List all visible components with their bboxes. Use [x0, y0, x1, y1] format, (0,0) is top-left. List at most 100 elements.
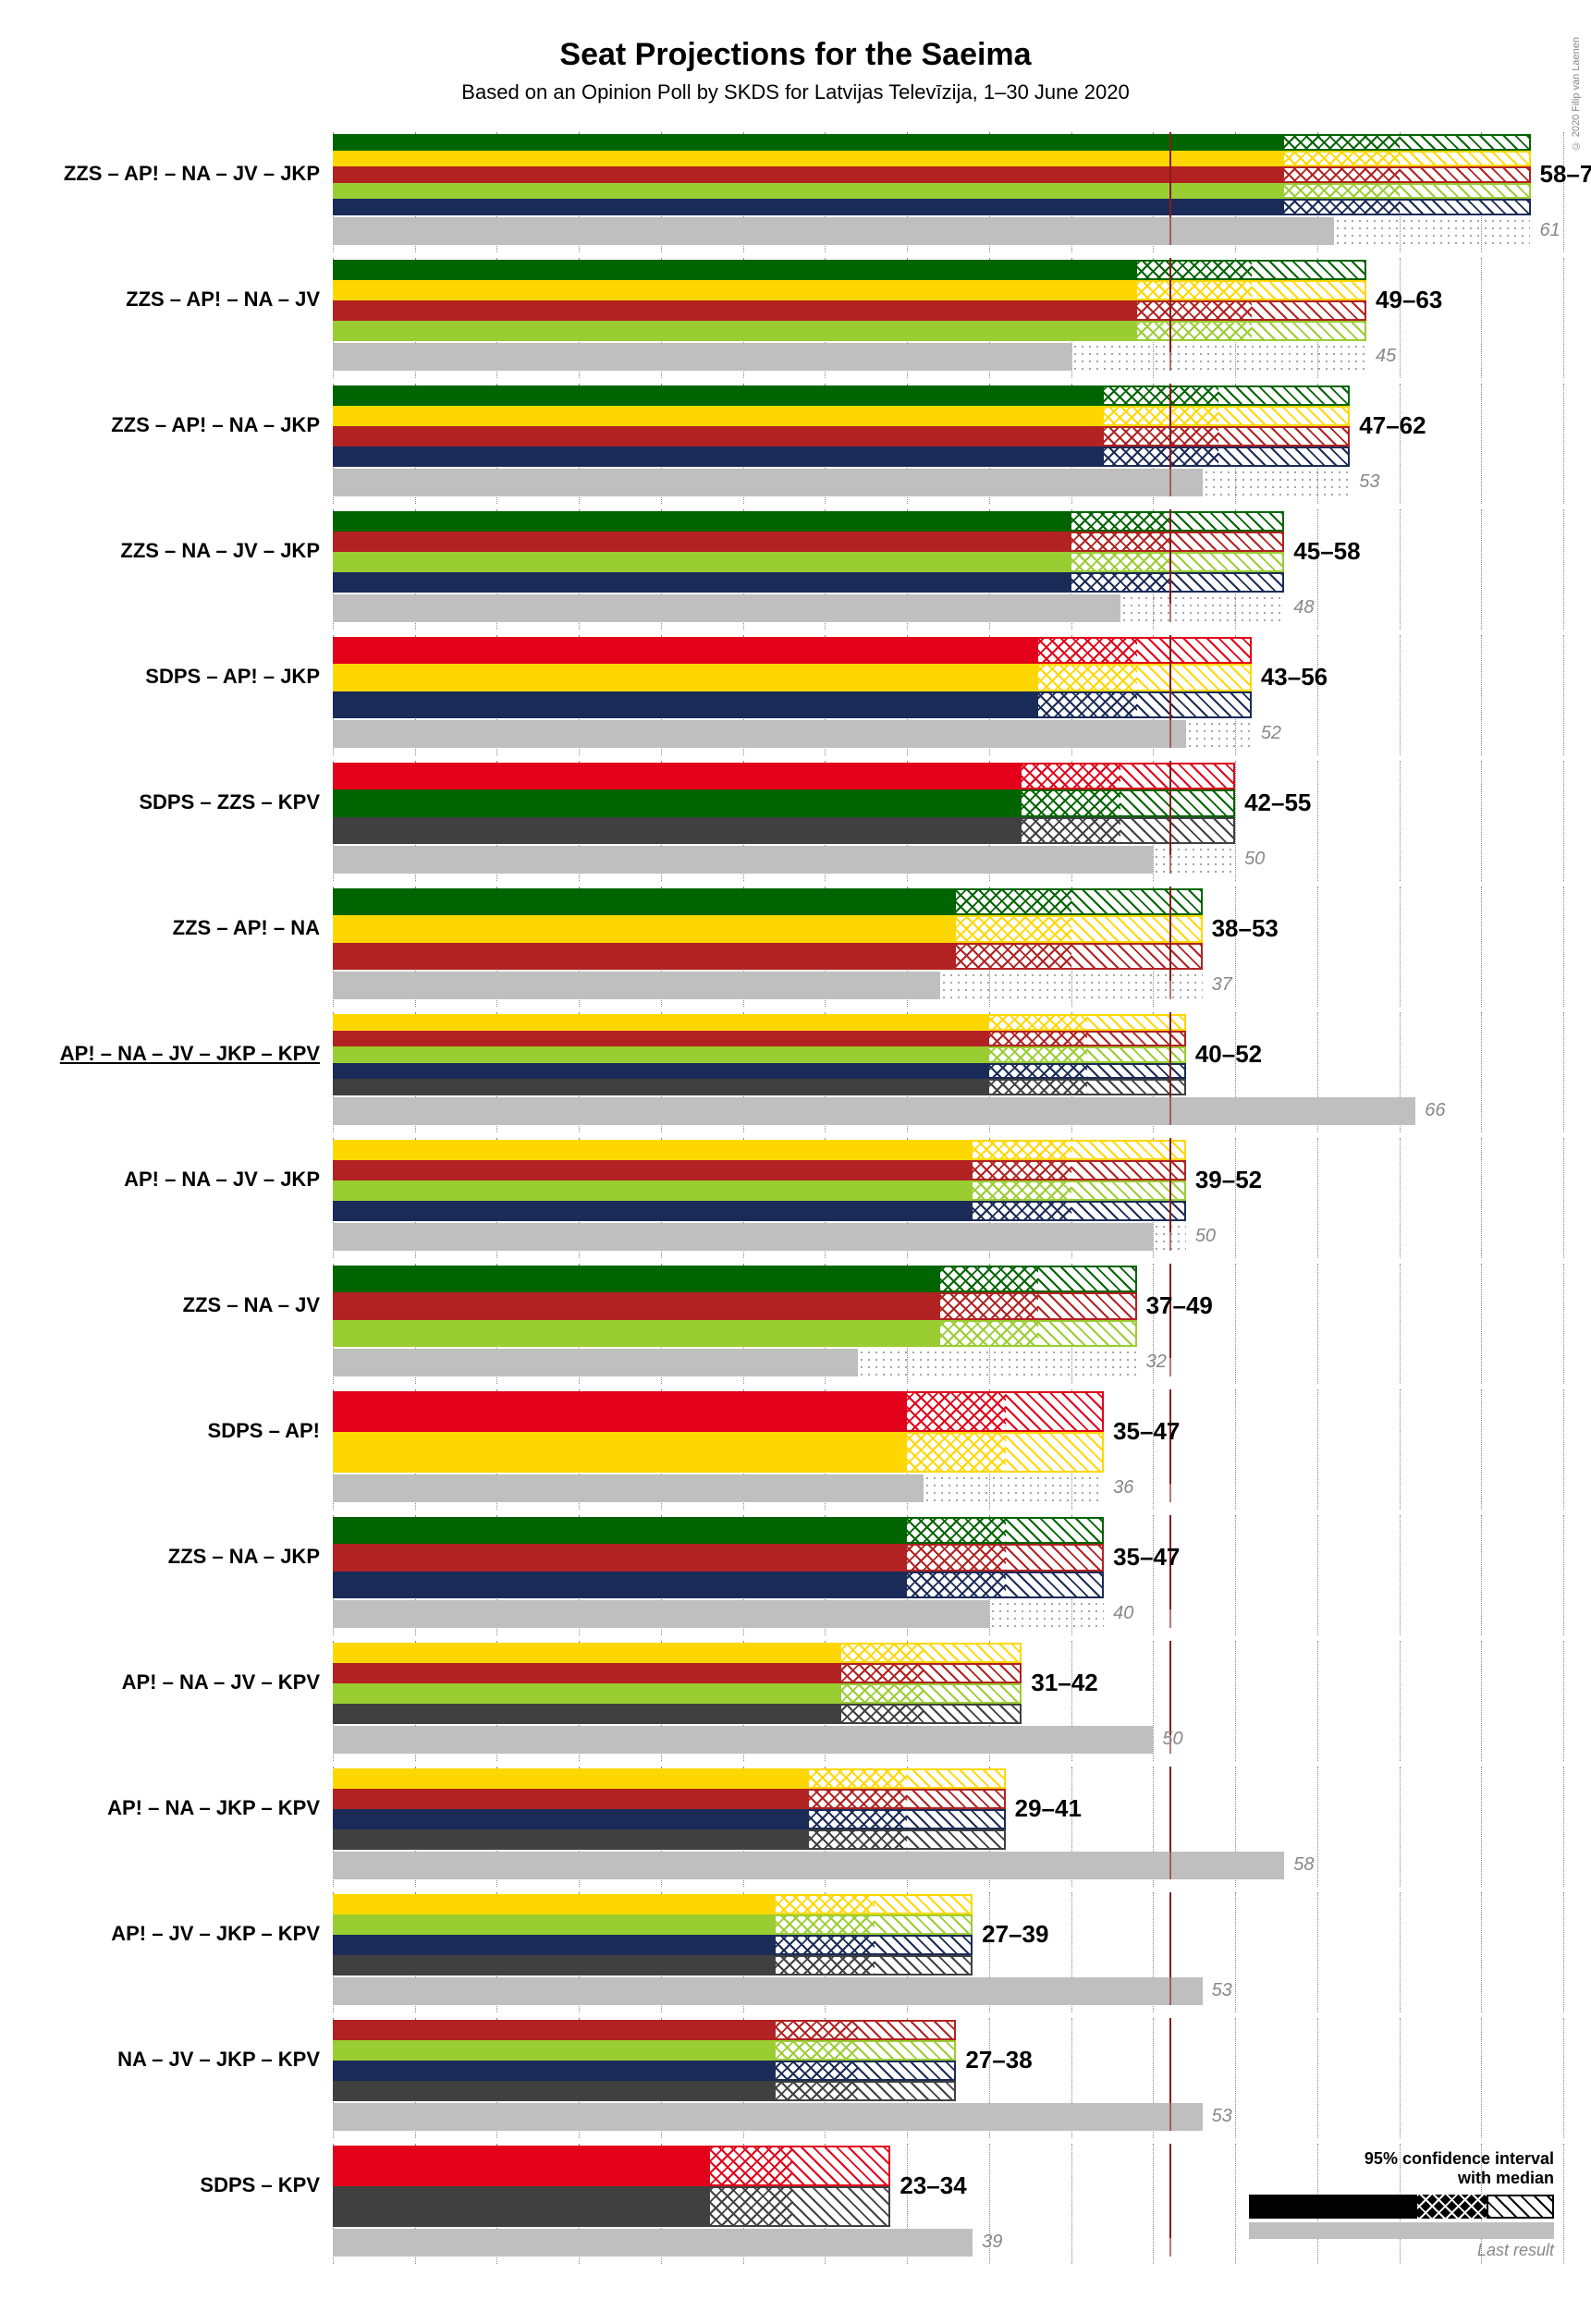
party-stripe [333, 199, 1531, 215]
last-result-label: 37 [1212, 974, 1232, 996]
legend-last-label: Last result [1249, 2241, 1554, 2260]
last-result-label: 36 [1113, 1477, 1133, 1498]
party-stripe [333, 1809, 1006, 1829]
last-result-label: 61 [1540, 220, 1560, 241]
stacked-bars [333, 1517, 1104, 1598]
party-stripe [333, 817, 1235, 844]
party-stripe [333, 763, 1235, 789]
range-label: 29–41 [1015, 1794, 1082, 1823]
party-stripe [333, 2020, 956, 2040]
coalition-row: AP! – JV – JKP – KPV27–3953 [28, 1892, 1563, 2012]
party-stripe [333, 151, 1531, 167]
coalition-row: ZZS – AP! – NA – JKP47–6253 [28, 384, 1563, 504]
party-stripe [333, 888, 1203, 915]
party-stripe [333, 1201, 1186, 1221]
party-stripe [333, 789, 1235, 816]
majority-line [1169, 887, 1171, 981]
range-label: 35–47 [1113, 1543, 1180, 1572]
stacked-bars [333, 1768, 1006, 1850]
coalition-label: SDPS – AP! [28, 1389, 333, 1473]
credit-text: © 2020 Filip van Laenen [1571, 37, 1582, 151]
party-stripe [333, 664, 1252, 691]
last-result-label: 32 [1146, 1352, 1167, 1373]
last-result-bar [333, 720, 1186, 748]
last-result-label: 50 [1195, 1226, 1216, 1247]
party-stripe [333, 1014, 1186, 1031]
coalition-row: AP! – NA – JV – JKP39–5250 [28, 1138, 1563, 1258]
chart-title: Seat Projections for the Saeima [28, 37, 1563, 73]
bars-cell: 58–7361 [333, 132, 1563, 252]
party-stripe [333, 1391, 1104, 1432]
party-stripe [333, 1955, 973, 1975]
party-stripe [333, 1683, 1022, 1704]
last-result-bar [333, 972, 940, 999]
party-stripe [333, 426, 1350, 446]
range-label: 40–52 [1195, 1040, 1262, 1069]
coalition-row: ZZS – NA – JV37–4932 [28, 1264, 1563, 1384]
range-label: 31–42 [1031, 1669, 1097, 1697]
last-result-label: 53 [1359, 471, 1379, 493]
coalition-row: SDPS – AP!35–4736 [28, 1389, 1563, 1510]
chart-container: © 2020 Filip van Laenen Seat Projections… [0, 0, 1591, 2306]
stacked-bars [333, 1391, 1104, 1473]
coalition-row: SDPS – AP! – JKP43–5652 [28, 635, 1563, 755]
party-stripe [333, 2146, 890, 2186]
coalition-label: ZZS – AP! – NA [28, 887, 333, 970]
coalition-label: ZZS – AP! – NA – JKP [28, 384, 333, 467]
coalition-label: AP! – NA – JV – JKP [28, 1138, 333, 1221]
party-stripe [333, 1031, 1186, 1047]
party-stripe [333, 183, 1531, 200]
chart-subtitle: Based on an Opinion Poll by SKDS for Lat… [28, 80, 1563, 104]
last-result-label: 58 [1293, 1854, 1314, 1876]
coalition-label: AP! – NA – JV – KPV [28, 1641, 333, 1724]
last-result-row [333, 1474, 1563, 1502]
stacked-bars [333, 134, 1531, 215]
coalition-label: NA – JV – JKP – KPV [28, 2018, 333, 2101]
last-result-bar [333, 846, 1153, 874]
party-stripe [333, 1914, 973, 1935]
last-result-label: 53 [1212, 1980, 1232, 2001]
party-stripe [333, 943, 1203, 970]
stacked-bars [333, 1266, 1137, 1347]
party-stripe [333, 280, 1366, 300]
majority-line [1169, 761, 1171, 855]
party-stripe [333, 1894, 973, 1914]
party-stripe [333, 1160, 1186, 1180]
last-result-label: 50 [1162, 1729, 1182, 1750]
last-result-bar [333, 1977, 1203, 2005]
bars-cell: 29–41 58 [333, 1767, 1563, 1887]
bars-cell: 49–6345 [333, 258, 1563, 378]
party-stripe [333, 511, 1284, 532]
party-stripe [333, 532, 1284, 552]
coalition-row: AP! – NA – JV – KPV 31–42 50 [28, 1641, 1563, 1761]
party-stripe [333, 1320, 1137, 1347]
party-stripe [333, 2061, 956, 2081]
stacked-bars [333, 1894, 973, 1975]
coalition-row: AP! – NA – JKP – KPV29–4158 [28, 1767, 1563, 1887]
stacked-bars [333, 1643, 1022, 1724]
last-result-label: 48 [1293, 597, 1314, 618]
party-stripe [333, 1768, 1006, 1789]
last-result-bar [333, 343, 1071, 371]
range-label: 58–73 [1540, 160, 1591, 189]
stacked-bars [333, 260, 1366, 341]
party-stripe [333, 1935, 973, 1955]
party-stripe [333, 321, 1366, 341]
stacked-bars [333, 511, 1284, 593]
last-result-label: 53 [1212, 2106, 1232, 2127]
majority-line [1169, 132, 1171, 226]
coalition-row: AP! – NA – JV – JKP – KPV40–5266 [28, 1012, 1563, 1132]
party-stripe [333, 1180, 1186, 1201]
bars-cell: 45–5848 [333, 509, 1563, 630]
party-stripe [333, 1789, 1006, 1809]
last-result-row [333, 594, 1563, 622]
bars-cell: 39–5250 [333, 1138, 1563, 1258]
coalition-label: ZZS – AP! – NA – JV – JKP [28, 132, 333, 215]
legend-title: 95% confidence interval with median [1249, 2149, 1554, 2189]
coalition-label: SDPS – KPV [28, 2144, 333, 2227]
last-result-bar [333, 594, 1120, 622]
majority-line [1169, 1641, 1171, 1735]
bars-cell: 27–3853 [333, 2018, 1563, 2138]
party-stripe [333, 1292, 1137, 1319]
coalition-row: ZZS – AP! – NA – JV49–6345 [28, 258, 1563, 378]
